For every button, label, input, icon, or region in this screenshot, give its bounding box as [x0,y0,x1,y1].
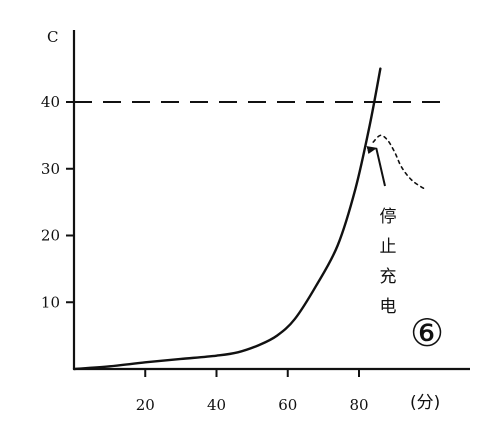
y-tick-label: 40 [41,93,60,111]
figure-number-marker: ⑥ [410,311,444,355]
annotation-text-char: 充 [380,267,397,287]
y-tick-label: 20 [41,227,60,245]
y-tick-label: 10 [41,293,60,311]
y-axis-label: C [47,28,58,46]
x-tick-label: 40 [207,396,226,414]
annotation-text-char: 电 [380,297,397,317]
annotation-arrow [366,146,386,187]
annotation-text-char: 止 [380,237,397,257]
x-tick-label: 80 [349,396,368,414]
annotation-text-char: 停 [380,207,397,227]
series-layer [72,67,442,371]
series-line-after-stop [372,134,428,191]
axes-layer: C (分) [47,28,470,413]
x-tick-label: 20 [136,396,155,414]
x-tick-label: 60 [278,396,297,414]
series-line-charging [72,67,382,371]
x-axis-label: (分) [410,393,440,413]
ticks-layer: 10 20 30 40 20 40 60 80 [41,93,369,414]
y-tick-label: 30 [41,160,60,178]
